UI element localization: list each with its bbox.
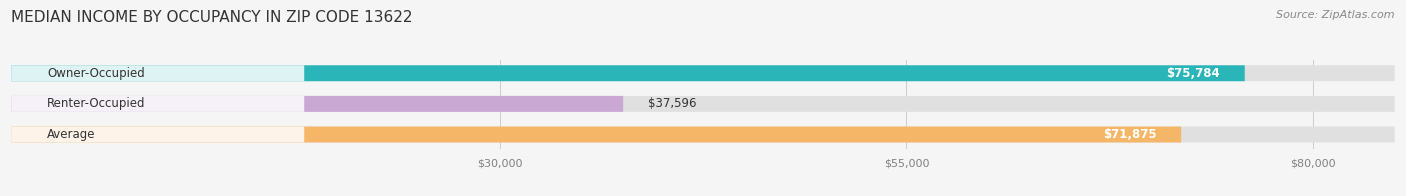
Text: Average: Average: [46, 128, 96, 141]
FancyBboxPatch shape: [11, 65, 1244, 81]
FancyBboxPatch shape: [11, 96, 623, 112]
FancyBboxPatch shape: [11, 127, 1395, 142]
Text: MEDIAN INCOME BY OCCUPANCY IN ZIP CODE 13622: MEDIAN INCOME BY OCCUPANCY IN ZIP CODE 1…: [11, 10, 413, 25]
Text: Source: ZipAtlas.com: Source: ZipAtlas.com: [1277, 10, 1395, 20]
Text: Owner-Occupied: Owner-Occupied: [46, 67, 145, 80]
Text: $71,875: $71,875: [1104, 128, 1157, 141]
Text: $75,784: $75,784: [1167, 67, 1220, 80]
FancyBboxPatch shape: [11, 96, 304, 112]
Text: Renter-Occupied: Renter-Occupied: [46, 97, 146, 110]
FancyBboxPatch shape: [11, 96, 1395, 112]
FancyBboxPatch shape: [11, 127, 304, 142]
FancyBboxPatch shape: [11, 127, 1181, 142]
Text: $37,596: $37,596: [648, 97, 696, 110]
FancyBboxPatch shape: [11, 65, 304, 81]
FancyBboxPatch shape: [11, 65, 1395, 81]
